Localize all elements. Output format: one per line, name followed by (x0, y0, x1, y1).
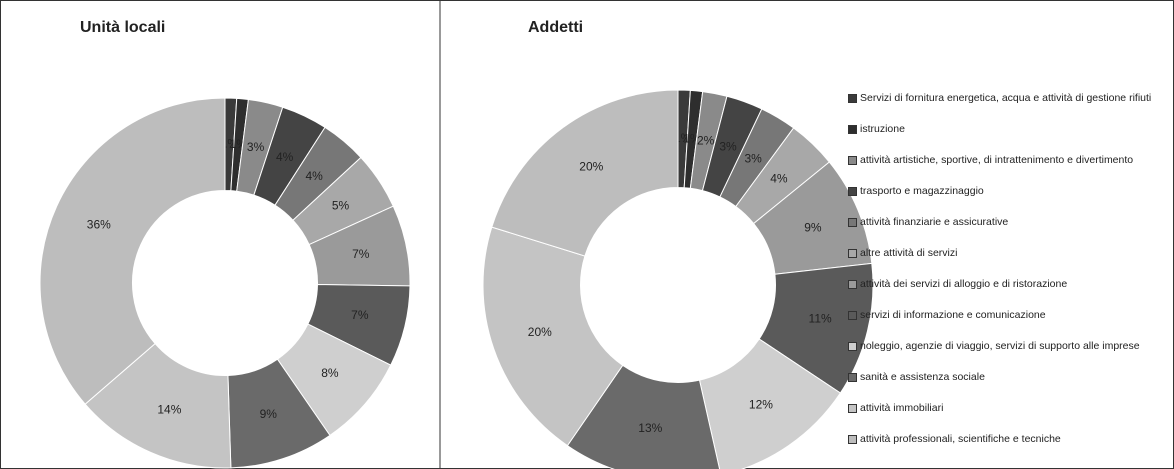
legend-entry: sanità e assistenza sociale (848, 371, 1158, 383)
legend-entry: noleggio, agenzie di viaggio, servizi di… (848, 340, 1158, 352)
legend-label: Servizi di fornitura energetica, acqua e… (860, 92, 1152, 104)
data-label: 36% (87, 218, 111, 232)
legend-label: noleggio, agenzie di viaggio, servizi di… (860, 340, 1140, 352)
legend-entry: attività immobiliari (848, 402, 1158, 414)
legend-entry: attività professionali, scientifiche e t… (848, 433, 1158, 445)
legend-entry: attività dei servizi di alloggio e di ri… (848, 278, 1158, 290)
data-label: 2% (697, 134, 715, 148)
legend-swatch (848, 311, 857, 320)
data-label: 9% (260, 407, 278, 421)
data-label: 7% (352, 247, 370, 261)
legend-entry: altre attività di servizi (848, 247, 1158, 259)
legend-label: attività immobiliari (860, 402, 944, 414)
legend-entry: servizi di informazione e comunicazione (848, 309, 1158, 321)
legend-entry: attività artistiche, sportive, di intrat… (848, 154, 1158, 166)
data-label: 8% (321, 366, 339, 380)
legend-entry: trasporto e magazzinaggio (848, 185, 1158, 197)
data-label: 11% (809, 312, 832, 326)
data-label: 5% (332, 198, 350, 212)
data-label: 20% (528, 325, 552, 339)
legend-label: attività dei servizi di alloggio e di ri… (860, 278, 1068, 290)
legend-swatch (848, 218, 857, 227)
legend-label: attività artistiche, sportive, di intrat… (860, 154, 1134, 166)
legend-swatch (848, 249, 857, 258)
data-label: 3% (744, 152, 762, 166)
chart-title: Addetti (528, 19, 583, 36)
data-label: 4% (770, 171, 788, 185)
data-label: 3% (719, 140, 737, 154)
data-label: 9% (804, 221, 822, 235)
legend-label: sanità e assistenza sociale (860, 371, 985, 383)
legend-swatch (848, 94, 857, 103)
data-label: 4% (276, 150, 294, 164)
legend-label: altre attività di servizi (860, 247, 958, 259)
legend-label: attività finanziarie e assicurative (860, 216, 1009, 228)
legend-swatch (848, 435, 857, 444)
data-label: 13% (638, 421, 662, 435)
legend-label: attività professionali, scientifiche e t… (860, 433, 1061, 445)
slice (482, 226, 624, 447)
data-label: 12% (749, 398, 773, 412)
legend-swatch (848, 404, 857, 413)
legend-label: servizi di informazione e comunicazione (860, 309, 1046, 321)
legend-swatch (848, 156, 857, 165)
slice (491, 89, 679, 257)
data-label: 3% (247, 140, 265, 154)
chart-title: Unità locali (80, 19, 165, 36)
slice (698, 338, 842, 469)
slice (39, 97, 226, 405)
legend-swatch (848, 373, 857, 382)
data-label: 20% (579, 159, 603, 173)
legend-swatch (848, 280, 857, 289)
data-label: 14% (157, 402, 181, 416)
legend-swatch (848, 342, 857, 351)
legend-swatch (848, 187, 857, 196)
legend-entry: istruzione (848, 123, 1158, 135)
legend-swatch (848, 125, 857, 134)
legend-entry: attività finanziarie e assicurative (848, 216, 1158, 228)
data-label: 7% (351, 308, 369, 322)
legend-entry: Servizi di fornitura energetica, acqua e… (848, 92, 1158, 104)
data-label: 4% (306, 169, 324, 183)
legend-label: istruzione (860, 123, 905, 135)
legend-label: trasporto e magazzinaggio (860, 185, 984, 197)
